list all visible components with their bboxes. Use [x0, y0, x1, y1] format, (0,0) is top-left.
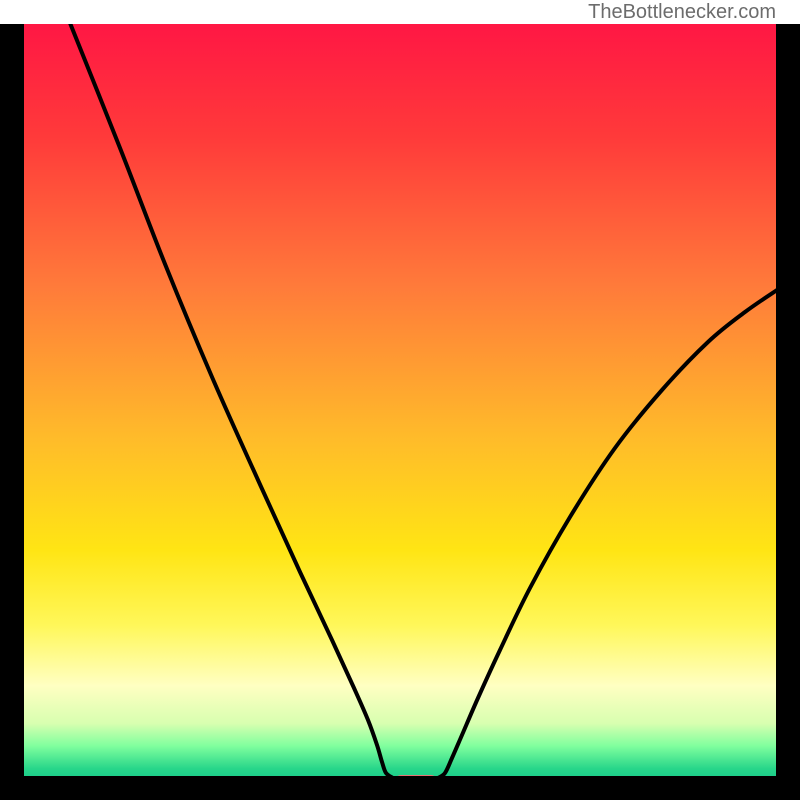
plot-background — [24, 24, 776, 776]
bottleneck-chart: TheBottlenecker.com — [0, 0, 800, 800]
attribution-text: TheBottlenecker.com — [588, 1, 776, 23]
